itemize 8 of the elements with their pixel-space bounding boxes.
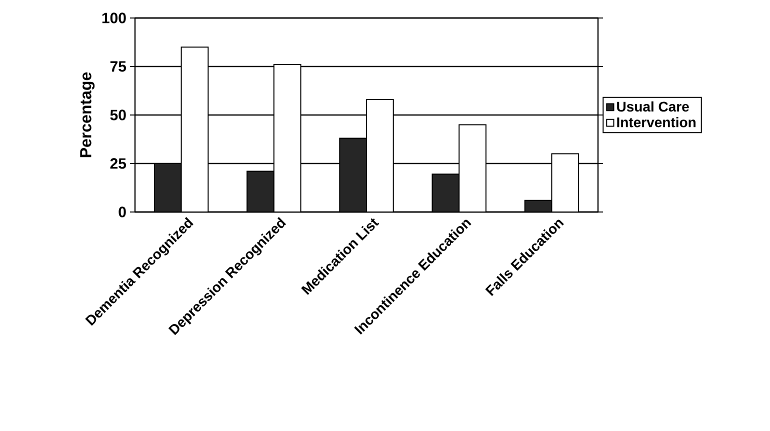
legend-label: Intervention — [617, 116, 696, 128]
y-tick-label: 25 — [110, 158, 126, 169]
y-tick-label: 0 — [118, 206, 126, 218]
y-tick-label: 75 — [110, 61, 126, 72]
y-tick-label: 50 — [110, 110, 126, 120]
y-tick-label: 100 — [102, 12, 126, 24]
legend-label: Usual Care — [617, 101, 689, 112]
y-axis-title: Percentage — [80, 72, 95, 158]
